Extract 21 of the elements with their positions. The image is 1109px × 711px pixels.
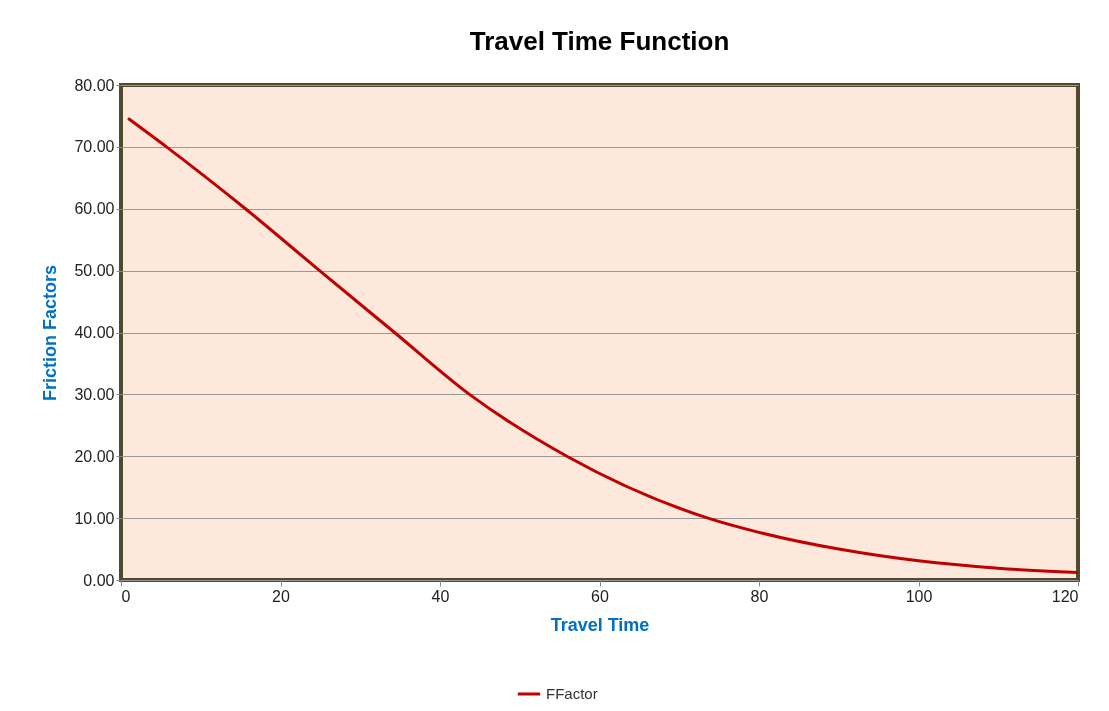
- y-axis-title: Friction Factors: [40, 264, 61, 402]
- x-tick-label: 0: [121, 587, 131, 605]
- y-tick-label: 70.00: [74, 138, 115, 156]
- x-tick-label: 80: [750, 587, 769, 605]
- y-tick-label: 50.00: [74, 262, 115, 280]
- line-series: [127, 117, 1078, 575]
- x-tick-label: 120: [1051, 587, 1079, 605]
- y-tick-label: 20.00: [74, 447, 115, 465]
- y-tick-label: 40.00: [74, 324, 115, 341]
- y-tick-label: 10.00: [74, 509, 115, 527]
- y-tick-label: 60.00: [74, 200, 115, 218]
- chart-title: Travel Time Function: [469, 26, 730, 56]
- x-tick-label: 100: [905, 587, 933, 605]
- x-axis-title: Travel Time: [550, 614, 650, 635]
- x-tick-label: 20: [272, 587, 290, 605]
- y-tick-label: 30.00: [74, 385, 115, 403]
- x-tick-label: 40: [431, 587, 450, 605]
- legend-label: FFactor: [546, 685, 598, 702]
- y-tick-label: 0.00: [83, 571, 115, 589]
- y-tick-label: 80.00: [74, 76, 115, 94]
- x-tick-label: 60: [591, 587, 609, 605]
